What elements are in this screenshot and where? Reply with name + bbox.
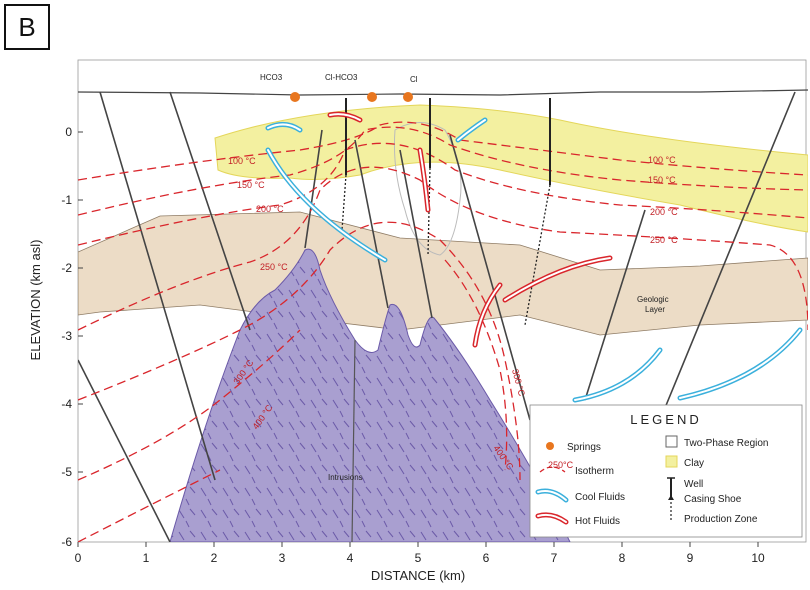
spring-label-cl: Cl [410, 75, 418, 84]
fault-line [449, 134, 531, 421]
legend-hot-fluids: Hot Fluids [575, 516, 620, 527]
legend-production-zone: Production Zone [684, 514, 758, 525]
x-tick-label: 5 [415, 551, 422, 565]
fault-line [399, 149, 433, 319]
isotherm-300 [78, 221, 521, 481]
spring-label-hco3: HCO3 [260, 73, 283, 82]
isotherm-150 [78, 126, 808, 216]
panel-label: B [4, 4, 50, 50]
x-axis-label: DISTANCE (km) [371, 568, 465, 583]
two-phase-legend-icon [665, 435, 678, 448]
isotherm-200 [78, 142, 808, 246]
springs: HCO3 Cl-HCO3 Cl [260, 73, 418, 102]
legend-clay: Clay [684, 458, 704, 469]
x-tick-label: 9 [687, 551, 694, 565]
isotherm-legend-icon [539, 466, 566, 473]
legend-title: LEGEND [630, 412, 701, 427]
isotherm-inner [444, 259, 508, 471]
x-tick-label: 10 [751, 551, 765, 565]
isotherm-label-200-right: 200 °C [650, 207, 678, 217]
x-tick-label: 7 [551, 551, 558, 565]
clay-layer [214, 104, 808, 233]
isotherm-label-100-right: 100 °C [648, 155, 676, 165]
y-axis-label: ELEVATION (km asl) [28, 240, 43, 361]
isotherm-400 [78, 329, 301, 481]
legend-two-phase: Two-Phase Region [684, 438, 769, 449]
x-tick-label: 6 [483, 551, 490, 565]
spring-label-clhco3: Cl-HCO3 [325, 73, 358, 82]
legend-isotherm: Isotherm [575, 466, 614, 477]
intrusion-boundary [351, 339, 356, 542]
isotherms [78, 121, 808, 542]
y-tick-label: 0 [65, 125, 72, 139]
isotherm-label-200: 200 °C [256, 204, 284, 214]
x-tick-label: 1 [143, 551, 150, 565]
y-axis: 0 -1 -2 -3 -4 -5 -6 [61, 125, 83, 549]
wells [341, 98, 551, 326]
y-tick-label: -1 [61, 193, 72, 207]
fault-line [78, 359, 171, 542]
legend-box [529, 404, 803, 538]
y-tick-label: -2 [61, 261, 72, 275]
y-tick-label: -5 [61, 465, 72, 479]
well-legend-icon [667, 477, 675, 522]
x-tick-label: 4 [347, 551, 354, 565]
intrusion-body [169, 248, 571, 542]
isotherm-label-250: 250 °C [260, 262, 288, 272]
legend-isotherm-sample: 250°C [548, 460, 574, 470]
two-phase-region [393, 122, 462, 256]
fault-line [99, 91, 216, 481]
isotherm-label-100: 100 °C [228, 156, 256, 166]
clay-legend-icon [665, 455, 678, 468]
x-tick-label: 2 [211, 551, 218, 565]
y-tick-label: -3 [61, 329, 72, 343]
legend-cool-fluids: Cool Fluids [575, 492, 625, 503]
spring-icon [367, 92, 377, 102]
isotherm-outer [78, 469, 221, 542]
x-axis: 0 1 2 3 4 5 6 7 8 9 10 [75, 542, 765, 565]
spring-legend-icon [546, 442, 554, 450]
geologic-layer-label-1: Geologic [637, 295, 669, 304]
fault-line [659, 91, 796, 421]
isotherm-label-250-right: 250 °C [650, 235, 678, 245]
legend-well: Well [684, 479, 703, 490]
legend-casing-shoe: Casing Shoe [684, 494, 742, 505]
production-zone [341, 174, 347, 231]
x-tick-label: 8 [619, 551, 626, 565]
y-tick-label: -6 [61, 535, 72, 549]
intrusions-label: Intrusions [328, 473, 363, 482]
y-tick-label: -4 [61, 397, 72, 411]
x-tick-label: 3 [279, 551, 286, 565]
geologic-layer-label-2: Layer [645, 305, 665, 314]
legend: LEGEND Springs 250°C Isotherm Cool Fluid… [529, 404, 803, 538]
fault-line [169, 91, 251, 331]
spring-icon [290, 92, 300, 102]
isotherm-label-150-right: 150 °C [648, 175, 676, 185]
isotherm-label-150: 150 °C [237, 180, 265, 190]
fault-line [584, 209, 646, 401]
x-tick-label: 0 [75, 551, 82, 565]
ground-surface [77, 89, 809, 96]
isotherm-100 [78, 121, 808, 181]
spring-icon [403, 92, 413, 102]
legend-springs: Springs [567, 442, 601, 453]
production-zone [427, 167, 431, 256]
